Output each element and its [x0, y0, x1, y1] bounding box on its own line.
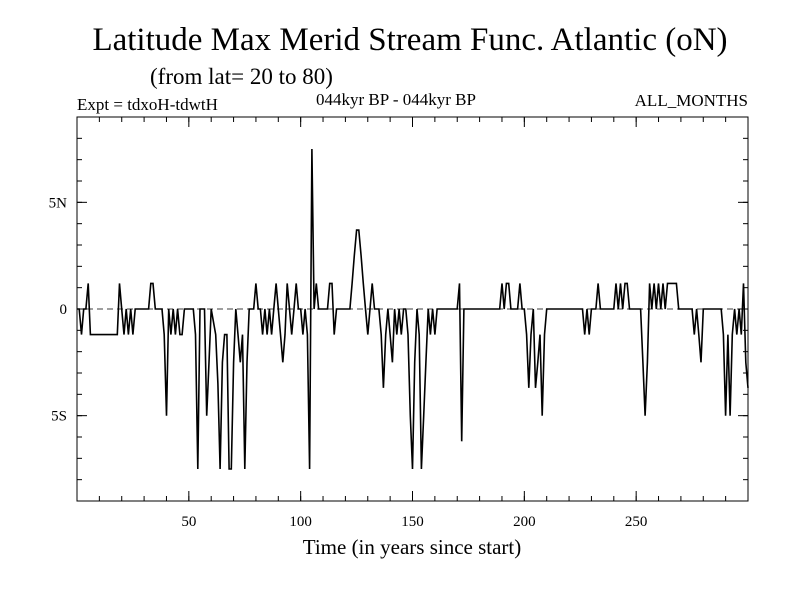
experiment-label: Expt = tdxoH-tdwtH: [77, 95, 218, 114]
y-tick-label: 0: [60, 302, 68, 318]
x-tick-label: 50: [181, 514, 196, 530]
months-label: ALL_MONTHS: [634, 91, 748, 110]
x-axis-label: Time (in years since start): [302, 535, 522, 559]
series-line: [77, 148, 749, 470]
period-label: 044kyr BP - 044kyr BP: [316, 90, 476, 109]
chart-subtitle: (from lat= 20 to 80): [150, 64, 333, 89]
x-tick-label: 250: [625, 514, 648, 530]
y-tick-label: 5N: [49, 195, 68, 211]
x-tick-label: 150: [401, 514, 424, 530]
x-tick-label: 200: [513, 514, 536, 530]
y-tick-label: 5S: [51, 409, 67, 425]
x-tick-label: 100: [289, 514, 312, 530]
chart-title: Latitude Max Merid Stream Func. Atlantic…: [92, 22, 728, 58]
